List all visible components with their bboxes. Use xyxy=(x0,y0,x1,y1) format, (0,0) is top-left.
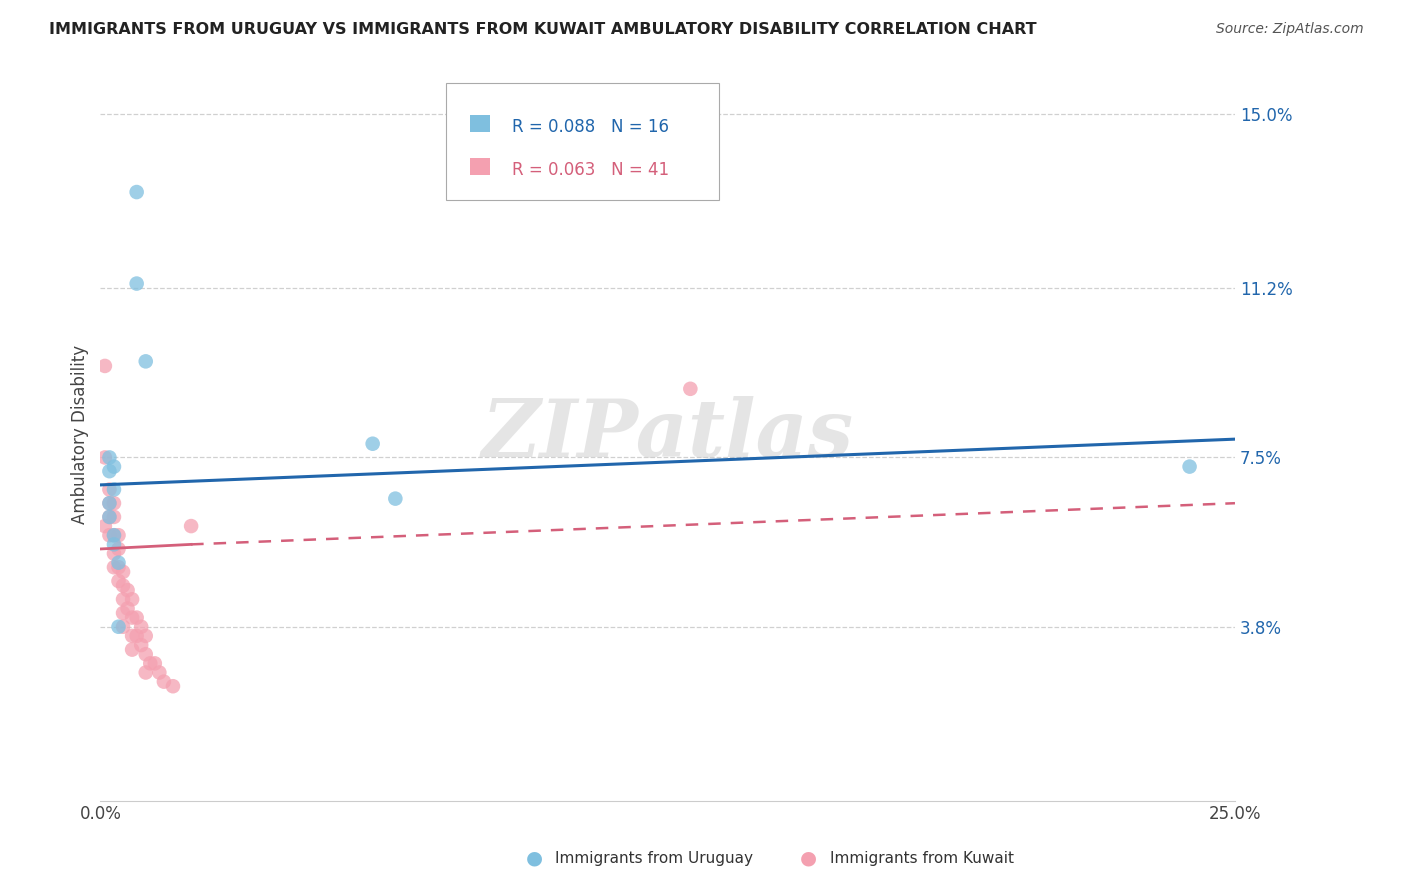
Point xyxy=(153,674,176,689)
Point xyxy=(112,592,135,607)
Point xyxy=(98,496,121,510)
Point xyxy=(135,647,157,661)
Point xyxy=(135,354,157,368)
FancyBboxPatch shape xyxy=(447,83,718,201)
Point xyxy=(98,496,121,510)
Text: R = 0.063   N = 41: R = 0.063 N = 41 xyxy=(512,161,669,179)
Point xyxy=(143,657,166,671)
Point xyxy=(112,565,135,579)
Point xyxy=(117,583,139,598)
Point xyxy=(107,574,129,588)
Point xyxy=(117,601,139,615)
Text: Source: ZipAtlas.com: Source: ZipAtlas.com xyxy=(1216,22,1364,37)
Point xyxy=(98,450,121,465)
Point xyxy=(679,382,702,396)
Point xyxy=(103,528,125,542)
Text: Immigrants from Uruguay: Immigrants from Uruguay xyxy=(555,851,754,865)
Point xyxy=(121,610,143,624)
Point xyxy=(112,578,135,592)
Point xyxy=(107,541,129,556)
Point xyxy=(361,436,384,450)
Point xyxy=(125,185,148,199)
Point xyxy=(103,537,125,551)
Text: Immigrants from Kuwait: Immigrants from Kuwait xyxy=(830,851,1014,865)
Point xyxy=(103,560,125,574)
Point xyxy=(103,547,125,561)
Point xyxy=(125,277,148,291)
Point xyxy=(135,665,157,680)
Point xyxy=(94,359,117,373)
Point xyxy=(121,629,143,643)
Point xyxy=(180,519,202,533)
Point xyxy=(129,638,152,652)
Point xyxy=(121,592,143,607)
Point xyxy=(107,620,129,634)
Point xyxy=(103,483,125,497)
Point xyxy=(112,620,135,634)
Point xyxy=(98,510,121,524)
Point xyxy=(125,629,148,643)
Y-axis label: Ambulatory Disability: Ambulatory Disability xyxy=(72,345,89,524)
Point xyxy=(139,657,162,671)
Point xyxy=(129,620,152,634)
Point xyxy=(94,519,117,533)
Point xyxy=(107,560,129,574)
Point xyxy=(112,606,135,620)
Point xyxy=(125,610,148,624)
Point xyxy=(107,528,129,542)
Text: IMMIGRANTS FROM URUGUAY VS IMMIGRANTS FROM KUWAIT AMBULATORY DISABILITY CORRELAT: IMMIGRANTS FROM URUGUAY VS IMMIGRANTS FR… xyxy=(49,22,1036,37)
Point xyxy=(103,528,125,542)
Point xyxy=(148,665,170,680)
Point xyxy=(98,464,121,478)
Point xyxy=(103,496,125,510)
Point xyxy=(121,642,143,657)
Point xyxy=(1178,459,1201,474)
Point xyxy=(103,459,125,474)
Text: ●: ● xyxy=(800,848,817,868)
Point xyxy=(162,679,184,693)
Point xyxy=(384,491,406,506)
Point xyxy=(107,556,129,570)
Point xyxy=(135,629,157,643)
Point xyxy=(98,510,121,524)
Point xyxy=(98,528,121,542)
Text: R = 0.088   N = 16: R = 0.088 N = 16 xyxy=(512,119,669,136)
FancyBboxPatch shape xyxy=(470,158,489,176)
Text: ●: ● xyxy=(526,848,543,868)
FancyBboxPatch shape xyxy=(470,115,489,132)
Text: ZIPatlas: ZIPatlas xyxy=(482,396,853,474)
Point xyxy=(103,510,125,524)
Point xyxy=(98,483,121,497)
Point xyxy=(94,450,117,465)
